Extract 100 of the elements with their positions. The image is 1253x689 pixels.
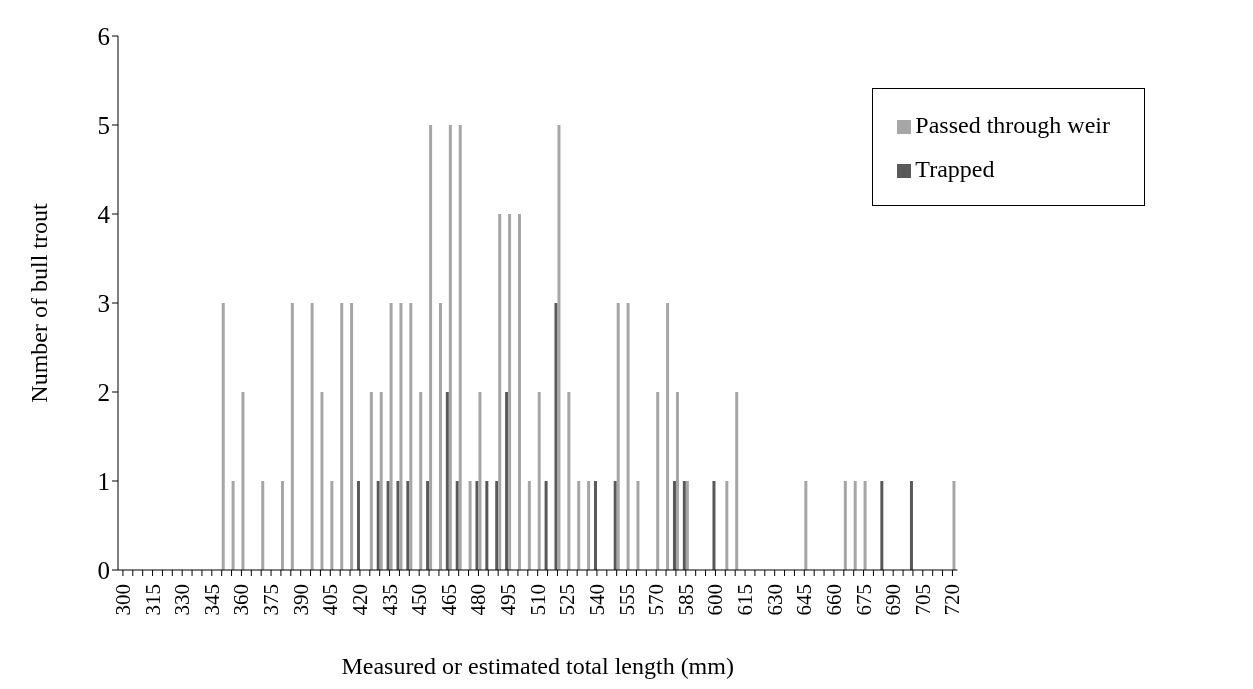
x-tick-label: 510 xyxy=(525,584,550,616)
bar xyxy=(712,481,716,570)
bar xyxy=(280,481,284,570)
bar xyxy=(544,481,548,570)
bar xyxy=(909,481,913,570)
y-tick-label: 1 xyxy=(97,467,110,495)
bar xyxy=(221,303,225,570)
bar xyxy=(505,392,509,570)
bar xyxy=(389,303,393,570)
bar xyxy=(320,392,324,570)
bar xyxy=(419,392,423,570)
bar xyxy=(666,303,670,570)
y-axis-title: Number of bull trout xyxy=(25,203,52,403)
y-tick-label: 0 xyxy=(97,556,110,584)
bar xyxy=(396,481,400,570)
y-tick-label: 5 xyxy=(97,111,110,139)
bar xyxy=(656,392,660,570)
bar xyxy=(537,392,541,570)
bar xyxy=(330,481,334,570)
x-tick-label: 390 xyxy=(288,584,313,616)
x-tick-label: 720 xyxy=(940,584,965,616)
bar xyxy=(613,481,617,570)
bar xyxy=(485,481,489,570)
x-tick-label: 300 xyxy=(110,584,135,616)
bar xyxy=(369,392,373,570)
x-tick-label: 420 xyxy=(347,584,372,616)
bar xyxy=(626,303,630,570)
x-tick-label: 405 xyxy=(318,584,343,616)
x-tick-label: 465 xyxy=(436,584,461,616)
bar xyxy=(356,481,360,570)
x-tick-label: 645 xyxy=(792,584,817,616)
bar xyxy=(406,481,410,570)
bar xyxy=(438,303,442,570)
x-tick-label: 495 xyxy=(496,584,521,616)
bar xyxy=(952,481,956,570)
x-tick-label: 435 xyxy=(377,584,402,616)
x-tick-label: 660 xyxy=(821,584,846,616)
y-tick-label: 2 xyxy=(97,378,110,406)
bar xyxy=(577,481,581,570)
x-tick-label: 690 xyxy=(881,584,906,616)
bar xyxy=(409,303,413,570)
bar xyxy=(310,303,314,570)
x-tick-label: 315 xyxy=(140,584,165,616)
bar xyxy=(517,214,521,570)
bar xyxy=(880,481,884,570)
bar xyxy=(379,392,383,570)
x-tick-label: 375 xyxy=(259,584,284,616)
bar xyxy=(567,392,571,570)
bar xyxy=(475,481,479,570)
bar xyxy=(458,125,462,570)
x-tick-label: 480 xyxy=(466,584,491,616)
y-tick-label: 6 xyxy=(97,22,110,50)
bar xyxy=(478,392,482,570)
x-tick-label: 360 xyxy=(229,584,254,616)
bar xyxy=(455,481,459,570)
bar xyxy=(557,125,561,570)
bar xyxy=(636,481,640,570)
bar xyxy=(445,392,449,570)
bar xyxy=(448,125,452,570)
x-tick-label: 555 xyxy=(614,584,639,616)
x-tick-label: 525 xyxy=(555,584,580,616)
bar xyxy=(241,392,245,570)
x-tick-label: 705 xyxy=(910,584,935,616)
bar xyxy=(725,481,729,570)
x-tick-label: 630 xyxy=(762,584,787,616)
bar xyxy=(468,481,472,570)
x-tick-label: 615 xyxy=(733,584,758,616)
x-tick-label: 450 xyxy=(407,584,432,616)
bar xyxy=(675,392,679,570)
bar xyxy=(554,303,558,570)
bar xyxy=(261,481,265,570)
x-axis-title: Measured or estimated total length (mm) xyxy=(341,653,734,679)
bar xyxy=(863,481,867,570)
bar xyxy=(843,481,847,570)
bar xyxy=(231,481,235,570)
bar xyxy=(429,125,433,570)
y-tick-label: 3 xyxy=(97,289,110,317)
bar xyxy=(672,481,676,570)
bar xyxy=(399,303,403,570)
x-tick-label: 675 xyxy=(851,584,876,616)
bar xyxy=(508,214,512,570)
legend-label: Trapped xyxy=(915,156,995,182)
y-tick-label: 4 xyxy=(97,200,111,228)
x-tick-label: 600 xyxy=(703,584,728,616)
bar xyxy=(593,481,597,570)
bar xyxy=(290,303,294,570)
bar xyxy=(386,481,390,570)
bar xyxy=(587,481,591,570)
bar xyxy=(376,481,380,570)
bar xyxy=(495,481,499,570)
x-tick-label: 540 xyxy=(584,584,609,616)
bar xyxy=(853,481,857,570)
x-tick-label: 345 xyxy=(199,584,224,616)
x-tick-label: 570 xyxy=(644,584,669,616)
x-tick-label: 585 xyxy=(673,584,698,616)
x-tick-label: 330 xyxy=(170,584,195,616)
bar xyxy=(340,303,344,570)
bar xyxy=(350,303,354,570)
legend-label: Passed through weir xyxy=(915,112,1110,138)
bar xyxy=(527,481,531,570)
